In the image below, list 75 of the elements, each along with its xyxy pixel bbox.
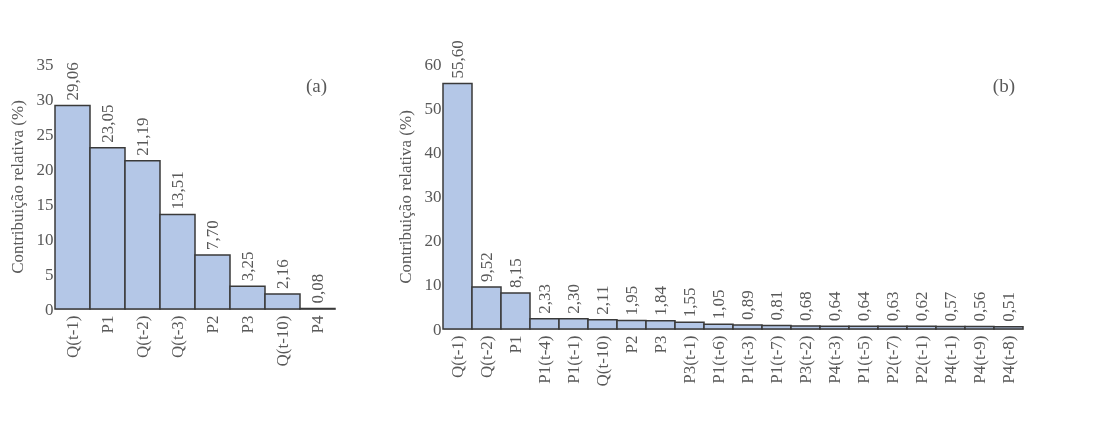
y-tick-label: 40	[424, 142, 442, 162]
data-label: 0,68	[795, 291, 815, 321]
data-label: 23,05	[97, 104, 117, 143]
x-tick-label: P4(t-1)	[940, 335, 960, 384]
data-label: 2,16	[272, 259, 292, 289]
x-tick-label: P1(t-3)	[737, 335, 757, 384]
data-label: 55,60	[447, 40, 467, 79]
data-label: 2,33	[534, 283, 554, 314]
data-label: 9,52	[476, 252, 496, 282]
data-label: 0,08	[307, 273, 327, 304]
y-tick-label: 10	[36, 229, 54, 249]
x-tick-label: P1(t-7)	[766, 335, 786, 384]
y-tick-label: 30	[424, 187, 442, 206]
x-tick-label: Q(t-1)	[447, 335, 467, 378]
annotation: (a)	[305, 75, 327, 97]
data-label: 29,06	[62, 62, 82, 101]
data-label: 1,95	[621, 285, 641, 316]
x-tick-label: P4(t-3)	[824, 335, 844, 384]
x-tick-label: P1(t-6)	[708, 335, 728, 384]
x-tick-label: P4	[307, 315, 327, 334]
data-label: 0,81	[766, 290, 786, 321]
x-tick-label: Q(t-1)	[62, 315, 82, 358]
data-label: 2,11	[592, 285, 612, 315]
data-label: 0,64	[853, 290, 873, 322]
data-label: 13,51	[167, 171, 187, 210]
data-label: 0,57	[940, 291, 960, 322]
data-label: 0,63	[882, 291, 902, 322]
y-axis-title: Contribuição relativa (%)	[7, 100, 27, 274]
data-label: 1,55	[679, 287, 699, 318]
data-label: 0,62	[911, 291, 931, 322]
y-tick-label: 35	[36, 54, 54, 74]
data-label: 8,15	[505, 258, 525, 288]
data-label: 2,30	[563, 284, 583, 314]
x-tick-label: P1	[505, 335, 525, 354]
y-tick-label: 60	[424, 54, 442, 74]
y-tick-label: 25	[36, 124, 54, 144]
x-tick-label: P3	[650, 335, 670, 354]
y-tick-label: 10	[424, 275, 442, 295]
x-tick-label: P4(t-8)	[998, 335, 1018, 384]
y-tick-label: 20	[36, 159, 54, 179]
data-label: 0,64	[824, 290, 844, 322]
data-label: 0,56	[969, 291, 989, 322]
y-tick-label: 20	[424, 231, 442, 251]
data-label: 1,05	[708, 289, 728, 320]
y-tick-label: 5	[45, 264, 54, 284]
x-tick-label: Q(t-3)	[167, 315, 187, 358]
y-tick-label: 0	[433, 319, 442, 339]
x-tick-label: Q(t-2)	[476, 335, 496, 378]
data-label: 0,89	[737, 290, 757, 321]
y-axis-title: Contribuição relativa (%)	[395, 110, 415, 284]
data-label: 0,51	[998, 292, 1018, 322]
x-tick-label: P3(t-2)	[795, 335, 815, 384]
y-tick-label: 50	[424, 98, 442, 118]
data-label: 21,19	[132, 117, 152, 156]
x-tick-label: Q(t-10)	[592, 335, 612, 387]
x-tick-label: P3	[237, 315, 257, 334]
y-tick-label: 0	[45, 299, 54, 319]
x-tick-label: P2(t-1)	[911, 335, 931, 384]
x-tick-label: Q(t-10)	[272, 315, 292, 367]
data-label: 7,70	[202, 220, 222, 251]
x-tick-label: P2	[202, 315, 222, 334]
x-tick-label: Q(t-2)	[132, 315, 152, 358]
data-label: 3,25	[237, 251, 257, 282]
x-tick-label: P1(t-1)	[563, 335, 583, 384]
data-label: 1,84	[650, 285, 670, 316]
annotation: (b)	[992, 75, 1015, 97]
x-tick-label: P1(t-4)	[534, 335, 554, 384]
x-tick-label: P2(t-7)	[882, 335, 902, 384]
x-tick-label: P3(t-1)	[679, 335, 699, 384]
y-tick-label: 30	[36, 89, 54, 109]
x-tick-label: P1	[97, 315, 117, 334]
x-tick-label: P4(t-9)	[969, 335, 989, 384]
x-tick-label: P1(t-5)	[853, 335, 873, 384]
x-tick-label: P2	[621, 335, 641, 354]
y-tick-label: 15	[36, 194, 54, 214]
